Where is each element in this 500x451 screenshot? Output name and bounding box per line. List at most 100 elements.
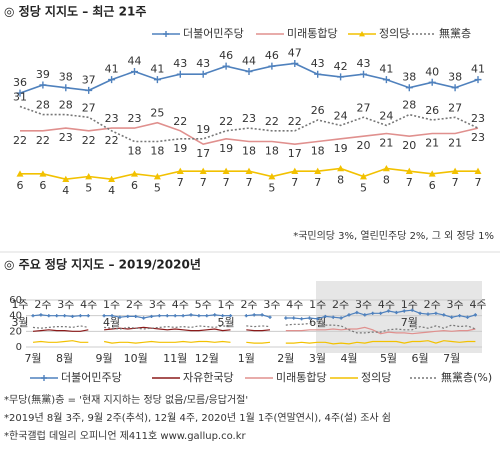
point-marker — [85, 86, 93, 94]
data-label: 46 — [265, 49, 279, 62]
x-group-label: 4월 — [103, 316, 120, 329]
x-tick-label: 4월 — [340, 352, 357, 365]
point-marker — [55, 314, 59, 318]
x-tick-label: 3주 — [263, 298, 280, 311]
data-label: 5 — [268, 182, 275, 195]
point-marker — [450, 315, 454, 319]
point-marker — [428, 170, 436, 177]
point-marker — [434, 311, 438, 315]
point-marker — [474, 76, 482, 84]
footnote: *무당(無黨)층 = '현재 지지하는 정당 없음/모름/응답거절' — [4, 393, 248, 406]
point-marker — [163, 31, 169, 37]
data-label: 22 — [219, 115, 233, 128]
data-label: 5 — [154, 182, 161, 195]
data-label: 18 — [311, 145, 325, 158]
data-label: 6 — [39, 179, 46, 192]
point-marker — [458, 314, 462, 318]
point-marker — [386, 309, 391, 313]
x-tick-label: 2주 — [424, 298, 441, 311]
y-tick-label: 40 — [9, 311, 22, 322]
data-label: 41 — [150, 63, 164, 76]
data-label: 46 — [219, 49, 233, 62]
point-marker — [108, 76, 116, 84]
point-marker — [70, 314, 75, 319]
data-label: 8 — [383, 173, 390, 186]
point-marker — [382, 164, 390, 172]
point-marker — [331, 315, 335, 319]
data-label: 23 — [471, 131, 485, 144]
data-label: 38 — [402, 71, 416, 84]
point-marker — [16, 170, 24, 177]
x-tick-label: 5주 — [195, 298, 212, 311]
point-marker — [221, 314, 225, 318]
x-group-label: 7월 — [401, 316, 418, 329]
point-marker — [360, 70, 367, 78]
point-marker — [199, 70, 207, 78]
point-marker — [337, 164, 345, 172]
point-marker — [173, 314, 177, 318]
data-label: 19 — [219, 142, 233, 155]
point-marker — [291, 59, 299, 67]
y-tick-label: 20 — [9, 326, 22, 337]
data-label: 43 — [311, 57, 325, 70]
data-label: 22 — [82, 134, 96, 147]
point-marker — [382, 76, 390, 84]
x-tick-label: 1주 — [401, 298, 418, 311]
data-label: 41 — [471, 63, 485, 76]
series-line — [20, 121, 479, 146]
data-label: 6 — [131, 179, 138, 192]
data-label: 28 — [36, 99, 50, 112]
point-marker — [85, 173, 93, 180]
point-marker — [39, 170, 47, 177]
point-marker — [363, 313, 367, 317]
series-line — [285, 326, 476, 335]
data-label: 6 — [17, 179, 24, 192]
data-label: 5 — [360, 182, 367, 195]
x-tick-label: 2주 — [332, 298, 349, 311]
x-tick-label: 9월 — [96, 352, 113, 365]
data-label: 28 — [402, 99, 416, 112]
point-marker — [405, 167, 413, 174]
chart-title: ◎ 주요 정당 지지도 – 2019/2020년 — [4, 257, 201, 272]
point-marker — [78, 314, 82, 318]
x-tick-label: 2주 — [34, 298, 51, 311]
data-label: 18 — [265, 145, 279, 158]
data-label: 38 — [448, 71, 462, 84]
data-label: 7 — [223, 176, 230, 189]
x-tick-label: 2월 — [277, 352, 294, 365]
legend-label: 더불어민주당 — [61, 371, 122, 384]
x-tick-label: 3주 — [57, 298, 74, 311]
data-label: 22 — [288, 115, 302, 128]
data-label: 22 — [173, 115, 187, 128]
point-marker — [181, 314, 185, 318]
point-marker — [442, 313, 446, 317]
point-marker — [189, 313, 193, 317]
point-marker — [323, 314, 327, 319]
point-marker — [131, 68, 138, 76]
point-marker — [245, 167, 253, 174]
point-marker — [355, 310, 359, 315]
series-line — [33, 327, 286, 331]
data-label: 38 — [59, 71, 73, 84]
point-marker — [245, 68, 253, 76]
data-label: 6 — [429, 179, 436, 192]
data-label: 43 — [173, 57, 187, 70]
x-tick-label: 2주 — [126, 298, 143, 311]
data-label: 41 — [379, 63, 393, 76]
data-label: 24 — [334, 109, 348, 122]
point-marker — [300, 317, 304, 321]
x-tick-label: 3월 — [309, 352, 326, 365]
point-marker — [337, 73, 345, 81]
data-label: 18 — [150, 145, 164, 158]
point-marker — [359, 31, 365, 37]
point-marker — [153, 76, 161, 84]
point-marker — [213, 313, 217, 317]
data-label: 8 — [337, 173, 344, 186]
legend-label: 정의당 — [361, 371, 391, 384]
data-label: 23 — [471, 112, 485, 125]
x-tick-label: 3주 — [355, 298, 372, 311]
point-marker — [142, 316, 146, 320]
data-label: 7 — [314, 176, 321, 189]
data-label: 23 — [59, 131, 73, 144]
